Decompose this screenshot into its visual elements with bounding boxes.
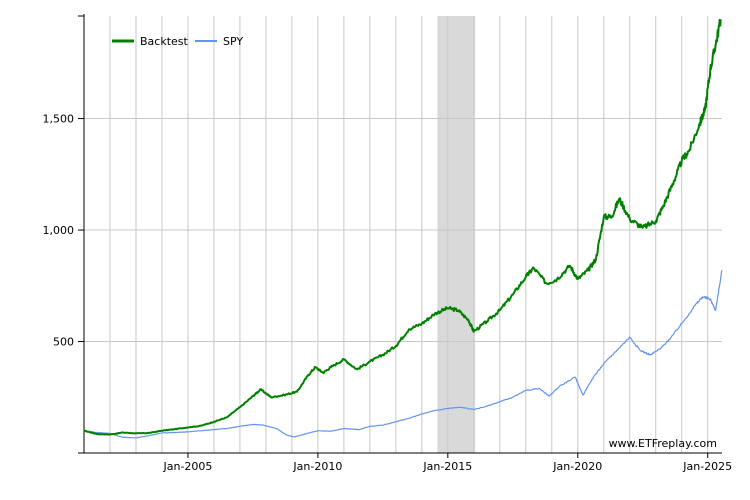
grid-layer — [83, 16, 722, 453]
series-line-backtest — [83, 18, 722, 436]
series-line-spy — [83, 270, 723, 439]
shaded-region-0 — [437, 16, 476, 453]
legend-label-backtest: Backtest — [140, 35, 189, 48]
y-tick-label-1500: 1,500 — [43, 113, 75, 126]
watermark: www.ETFreplay.com — [609, 437, 717, 450]
legend-label-spy: SPY — [223, 35, 243, 48]
axis-layer: 500 1,000 1,500 Jan-2005 Jan-2010 Jan-2015 Jan… — [43, 14, 732, 473]
y-tick-label-500: 500 — [53, 336, 74, 349]
series-layer — [83, 18, 723, 439]
x-tick-label-2005: Jan-2005 — [162, 460, 212, 473]
x-tick-label-2010: Jan-2010 — [292, 460, 342, 473]
y-tick-label-1000: 1,000 — [43, 224, 75, 237]
x-tick-label-2025: Jan-2025 — [682, 460, 732, 473]
x-tick-label-2015: Jan-2015 — [422, 460, 472, 473]
legend: Backtest SPY — [112, 35, 243, 48]
plot-area — [84, 16, 722, 453]
shaded-region-layer — [437, 16, 476, 453]
x-tick-label-2020: Jan-2020 — [552, 460, 602, 473]
